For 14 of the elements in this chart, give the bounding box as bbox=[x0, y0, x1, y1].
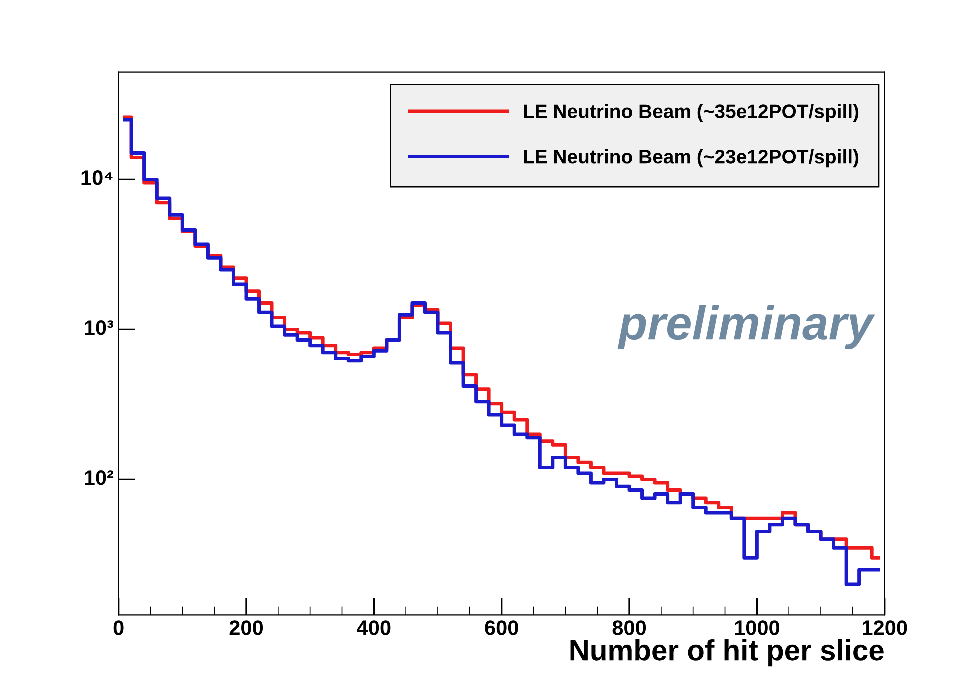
x-tick-label: 1000 bbox=[735, 620, 780, 636]
x-tick-label: 600 bbox=[485, 620, 518, 636]
x-tick-label: 800 bbox=[612, 620, 646, 636]
x-tick-label: 0 bbox=[114, 620, 124, 636]
x-tick-label: 200 bbox=[230, 620, 264, 636]
y-tick-label: 10² bbox=[85, 470, 114, 486]
annotation: preliminary bbox=[618, 305, 876, 350]
x-axis-title: Number of hit per slice bbox=[570, 639, 884, 667]
y-tick-label: 10³ bbox=[85, 320, 114, 336]
legend-label: LE Neutrino Beam (~23e12POT/spill) bbox=[524, 150, 859, 168]
y-tick-label: 10⁴ bbox=[82, 170, 113, 186]
x-tick-label: 400 bbox=[357, 620, 391, 636]
x-tick-label: 1200 bbox=[862, 620, 908, 636]
legend-label: LE Neutrino Beam (~35e12POT/spill) bbox=[524, 104, 859, 122]
